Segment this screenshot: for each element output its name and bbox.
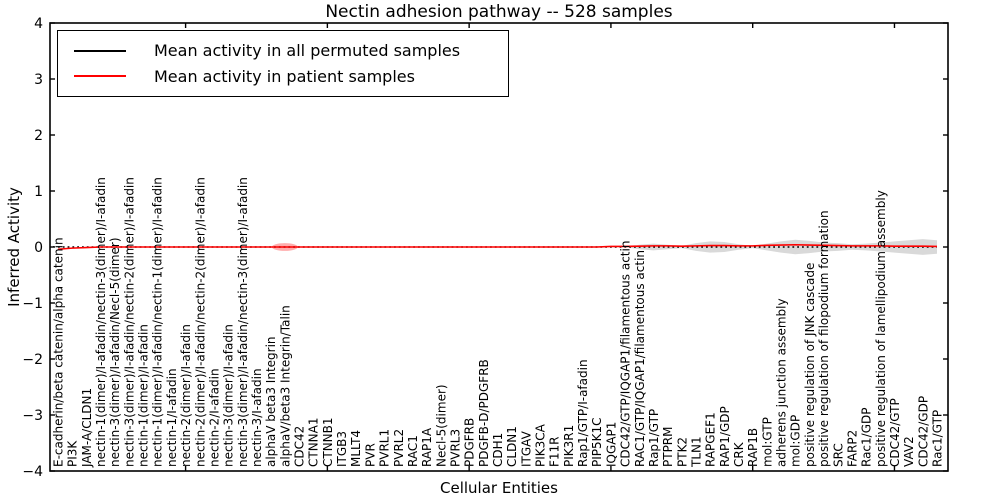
- x-tick-label: CLDN1: [505, 426, 519, 467]
- legend: Mean activity in all permuted samples Me…: [57, 30, 509, 97]
- x-tick-label: PDGFRB: [463, 418, 477, 467]
- x-tick-label: ITGAV: [519, 430, 533, 467]
- patient-line-swatch: [74, 75, 126, 78]
- x-tick-label: FARP2: [845, 430, 859, 467]
- legend-label-permuted: Mean activity in all permuted samples: [154, 41, 461, 61]
- x-axis-label: Cellular Entities: [440, 479, 558, 497]
- x-tick-label: PTK2: [675, 437, 689, 467]
- x-tick-label: nectin-1/I-afadin: [165, 368, 179, 467]
- x-tick-label: nectin-3(dimer)/I-afadin/nectin-3(dimer)…: [236, 177, 250, 467]
- x-tick-label: nectin-3(dimer)/I-afadin: [222, 324, 236, 467]
- x-tick-label: positive regulation of filopodium format…: [817, 210, 831, 467]
- x-tick-label: CTNNB1: [321, 417, 335, 467]
- x-tick-label: positive regulation of JNK cascade: [803, 263, 817, 467]
- x-tick-label: F11R: [548, 436, 562, 467]
- y-tick-label: −2: [22, 352, 43, 368]
- x-tick-label: alphaV/beta3 Integrin/Talin: [278, 305, 292, 467]
- patient-mean-line: [57, 243, 938, 251]
- chart-title: Nectin adhesion pathway -- 528 samples: [325, 2, 673, 22]
- x-tick-label: PIK3CA: [534, 423, 548, 467]
- x-tick-label: adherens junction assembly: [775, 298, 789, 467]
- x-tick-label: mol:GTP: [760, 417, 774, 467]
- axes-frame: [49, 22, 949, 472]
- x-tick-label: RAP1/GDP: [718, 406, 732, 467]
- x-tick-label: PI3K: [66, 440, 80, 467]
- x-tick-label: Rac1/GDP: [860, 408, 874, 467]
- x-tick-label: mol:GDP: [789, 415, 803, 467]
- x-tick-label: nectin-3(dimer)/I-afadin/Necl-5(dimer): [108, 237, 122, 467]
- y-tick-label: 1: [34, 184, 43, 200]
- x-tick-label: nectin-2(dimer)/I-afadin: [179, 324, 193, 467]
- y-axis-label: Inferred Activity: [5, 187, 23, 307]
- x-tick-label: PDGFB-D/PDGFRB: [477, 359, 491, 467]
- y-tick-label: 2: [34, 128, 43, 144]
- legend-item-permuted: Mean activity in all permuted samples: [74, 38, 496, 64]
- x-tick-label: ITGB3: [335, 431, 349, 467]
- x-tick-label: positive regulation of lamellipodium ass…: [874, 190, 888, 467]
- x-tick-label: RAC1: [406, 435, 420, 467]
- x-tick-label: nectin-2(dimer)/I-afadin/nectin-2(dimer)…: [193, 177, 207, 467]
- y-tick-label: 0: [34, 240, 43, 256]
- x-tick-label: CDC42/GTP/IQGAP1/filamentous actin: [619, 241, 633, 467]
- x-tick-label: nectin-1(dimer)/I-afadin/nectin-3(dimer)…: [94, 177, 108, 467]
- x-tick-label: PVRL3: [448, 429, 462, 467]
- x-tick-label: PTPRM: [661, 427, 675, 468]
- x-tick-label: PIK3R1: [562, 425, 576, 467]
- x-tick-label: RAP1A: [420, 427, 434, 467]
- x-tick-label: CDC42/GDP: [916, 396, 930, 467]
- x-tick-label: CDH1: [491, 433, 505, 467]
- legend-item-patient: Mean activity in patient samples: [74, 64, 496, 90]
- x-tick-label: E-cadherin/beta catenin/alpha catenin: [52, 237, 66, 467]
- x-tick-label: alphaV beta3 Integrin: [264, 336, 278, 467]
- x-tick-label: Rap1/GTP/I-afadin: [576, 359, 590, 467]
- permuted-range-band: [58, 239, 937, 255]
- x-tick-label: CRK: [732, 441, 746, 467]
- x-tick-label: VAV2: [902, 436, 916, 467]
- x-tick-label: CDC42: [293, 426, 307, 467]
- x-tick-label: PIP5K1C: [590, 417, 604, 467]
- legend-label-patient: Mean activity in patient samples: [154, 66, 415, 86]
- x-tick-label: PVRL2: [392, 429, 406, 467]
- x-tick-label: Rap1/GTP: [647, 409, 661, 467]
- y-tick-label: 3: [34, 72, 43, 88]
- x-tick-label: RAPGEF1: [704, 412, 718, 467]
- x-tick-label: nectin-1(dimer)/I-afadin: [137, 324, 151, 467]
- x-tick-label: TLN1: [689, 436, 703, 468]
- x-tick-label: RAP1B: [746, 428, 760, 467]
- x-tick-label: nectin-3(dimer)/I-afadin/nectin-2(dimer)…: [122, 177, 136, 467]
- x-tick-label: Rac1/GTP: [931, 410, 945, 467]
- y-tick-label: −1: [22, 296, 43, 312]
- x-tick-label: IQGAP1: [604, 422, 618, 467]
- permuted-line-swatch: [74, 49, 126, 52]
- x-tick-label: CDC42/GTP: [888, 398, 902, 467]
- x-tick-label: nectin-3/I-afadin: [250, 368, 264, 467]
- y-tick-label: −4: [22, 464, 43, 480]
- x-tick-label: MLLT4: [349, 430, 363, 467]
- y-tick-label: −3: [22, 408, 43, 424]
- x-tick-label: JAM-A/CLDN1: [80, 388, 94, 468]
- x-tick-label: PVRL1: [378, 429, 392, 467]
- x-tick-label: SRC: [831, 443, 845, 467]
- x-tick-label: nectin-1(dimer)/I-afadin/nectin-1(dimer)…: [151, 177, 165, 467]
- x-tick-label: PVR: [363, 443, 377, 467]
- x-tick-label: CTNNA1: [307, 417, 321, 467]
- x-tick-label: nectin-2/I-afadin: [207, 368, 221, 467]
- x-tick-label: RAC1/GTP/IQGAP1/filamentous actin: [633, 250, 647, 467]
- x-tick-label: Necl-5(dimer): [434, 384, 448, 467]
- y-tick-label: 4: [34, 16, 43, 32]
